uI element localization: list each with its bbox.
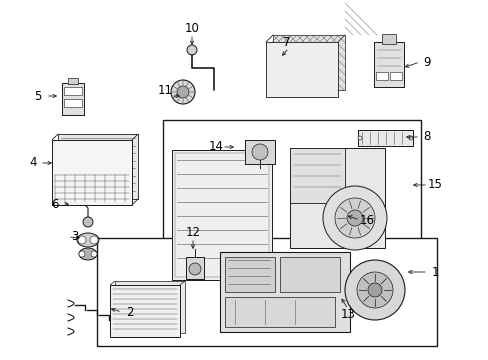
Circle shape xyxy=(79,251,85,257)
Bar xyxy=(110,285,180,337)
Bar xyxy=(64,99,82,107)
Text: 11: 11 xyxy=(157,84,172,96)
Circle shape xyxy=(251,144,267,160)
Text: 9: 9 xyxy=(423,55,430,68)
Circle shape xyxy=(177,86,189,98)
Circle shape xyxy=(90,236,98,244)
Bar xyxy=(185,257,203,279)
Ellipse shape xyxy=(79,248,97,260)
Text: 2: 2 xyxy=(126,306,134,319)
Circle shape xyxy=(91,251,97,257)
Bar xyxy=(175,153,268,277)
Bar xyxy=(52,140,132,205)
Bar xyxy=(224,297,334,327)
Text: 1: 1 xyxy=(430,266,438,279)
Bar xyxy=(97,238,436,346)
Bar xyxy=(220,252,349,332)
Bar xyxy=(62,83,84,115)
Bar xyxy=(64,87,82,95)
Text: 13: 13 xyxy=(340,309,355,321)
Bar xyxy=(272,35,345,90)
Bar xyxy=(68,78,78,84)
Bar xyxy=(289,148,345,203)
Text: 7: 7 xyxy=(283,36,290,49)
Circle shape xyxy=(323,186,386,250)
Bar xyxy=(265,42,337,97)
Bar xyxy=(224,257,274,292)
Bar xyxy=(115,281,184,333)
Circle shape xyxy=(171,80,195,104)
Circle shape xyxy=(334,198,374,238)
Bar xyxy=(389,72,401,80)
Text: 15: 15 xyxy=(427,179,442,192)
Text: 10: 10 xyxy=(184,22,199,35)
Circle shape xyxy=(367,283,381,297)
Text: 6: 6 xyxy=(51,198,59,211)
Bar xyxy=(172,150,271,280)
Circle shape xyxy=(83,217,93,227)
Circle shape xyxy=(345,260,404,320)
Bar xyxy=(357,130,412,146)
Bar xyxy=(280,257,339,292)
Circle shape xyxy=(78,236,86,244)
Bar xyxy=(289,148,384,248)
Bar xyxy=(244,140,274,164)
Circle shape xyxy=(346,210,362,226)
Bar xyxy=(373,42,403,87)
Circle shape xyxy=(357,136,361,140)
Circle shape xyxy=(356,272,392,308)
Circle shape xyxy=(189,263,201,275)
Bar xyxy=(381,34,395,44)
Text: 8: 8 xyxy=(423,130,430,144)
Ellipse shape xyxy=(77,233,99,247)
Text: 5: 5 xyxy=(34,90,41,103)
Text: 14: 14 xyxy=(208,140,223,153)
Text: 16: 16 xyxy=(359,213,374,226)
Circle shape xyxy=(186,45,197,55)
Bar xyxy=(163,120,420,290)
Text: 12: 12 xyxy=(185,225,200,238)
Text: 3: 3 xyxy=(71,230,79,243)
Circle shape xyxy=(408,136,412,140)
Bar xyxy=(58,134,138,199)
Text: 4: 4 xyxy=(29,157,37,170)
Bar xyxy=(375,72,387,80)
